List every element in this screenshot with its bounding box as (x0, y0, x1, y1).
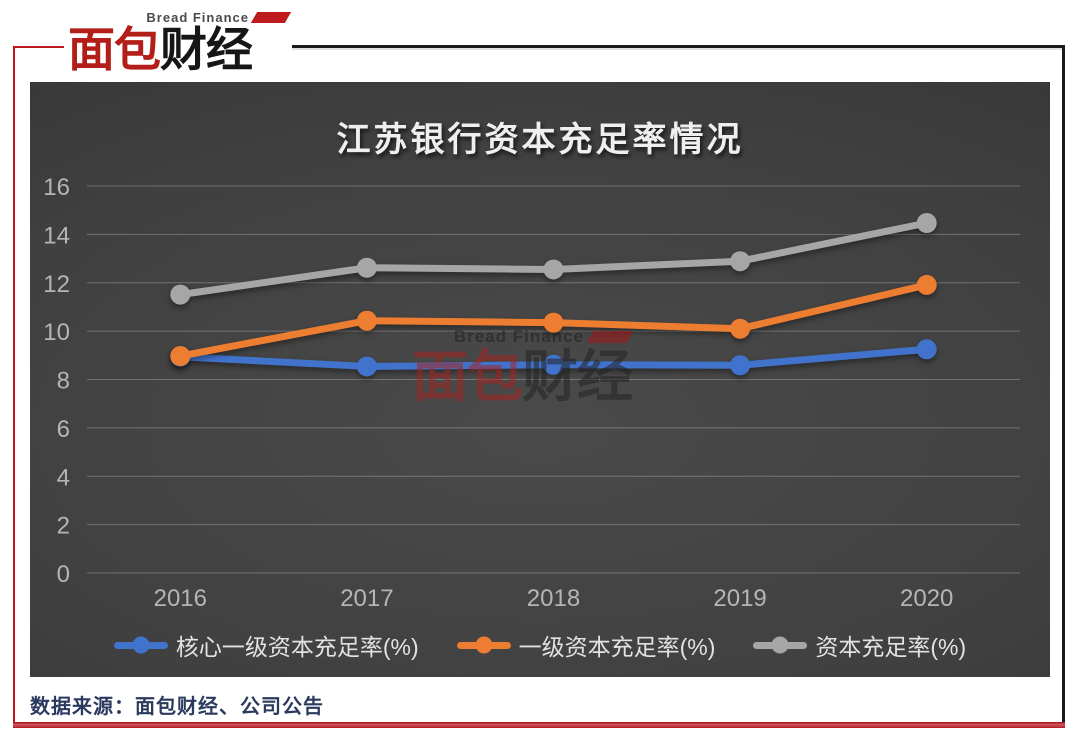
legend-dot-icon (132, 636, 150, 654)
chart-legend: 核心一级资本充足率(%) 一级资本充足率(%) 资本充足率(%) (30, 628, 1050, 662)
legend-item: 核心一级资本充足率(%) (113, 628, 419, 662)
legend-dot-icon (475, 636, 493, 654)
y-tick-label: 4 (57, 464, 70, 491)
series-核心一级资本充足率(%) (170, 339, 937, 377)
data-source: 数据来源：面包财经、公司公告 (30, 696, 324, 718)
data-point (170, 284, 191, 305)
data-point (730, 355, 751, 376)
y-tick-label: 14 (43, 222, 70, 249)
x-tick-label: 2019 (713, 585, 766, 612)
data-point (916, 339, 937, 360)
brand-logo-text-black: 财经 (160, 23, 253, 76)
chart-panel: 0 2 4 6 8 10 12 14 16 2016 2017 2018 2019 2020 江苏银行资本… (30, 82, 1050, 677)
data-point (916, 213, 937, 234)
brand-logo-wordmark: 面包财经 (68, 23, 253, 76)
data-point (730, 251, 751, 272)
y-tick-label: 8 (57, 368, 70, 395)
x-tick-label: 2018 (527, 585, 580, 612)
frame-border-top-black (283, 45, 1065, 48)
legend-dot-icon (771, 636, 789, 654)
x-tick-label: 2017 (340, 585, 393, 612)
gridlines: 0 2 4 6 8 10 12 14 16 (43, 174, 1020, 588)
legend-marker-icon (113, 636, 168, 654)
data-point (356, 310, 377, 331)
data-point (730, 318, 751, 339)
data-point (170, 346, 191, 367)
brand-logo-subtitle: Bread Finance (146, 10, 249, 25)
brand-logo-text-red: 面包 (68, 23, 161, 76)
series-资本充足率(%) (170, 213, 937, 305)
y-tick-label: 2 (57, 513, 70, 540)
frame-border-left (13, 46, 15, 728)
y-tick-label: 16 (43, 174, 70, 201)
chart-title: 江苏银行资本充足率情况 (336, 121, 744, 159)
y-tick-label: 10 (43, 319, 70, 346)
brand-flag-icon (250, 12, 292, 23)
data-point (543, 354, 564, 375)
frame-border-bottom (13, 722, 1065, 728)
legend-marker-icon (456, 636, 511, 654)
x-axis-labels: 2016 2017 2018 2019 2020 (154, 585, 954, 612)
legend-label: 核心一级资本充足率(%) (175, 634, 419, 660)
legend-item: 一级资本充足率(%) (456, 628, 716, 662)
data-point (356, 356, 377, 377)
legend-label: 资本充足率(%) (815, 634, 967, 660)
x-tick-label: 2016 (154, 585, 207, 612)
data-point (543, 259, 564, 280)
series-一级资本充足率(%) (170, 274, 937, 367)
frame-border-right (1062, 45, 1065, 727)
y-tick-label: 12 (43, 271, 70, 298)
data-point (916, 274, 937, 295)
y-tick-label: 6 (57, 416, 70, 443)
brand-logo-top: Bread Finance (146, 10, 292, 25)
series-line (176, 219, 931, 299)
data-point (356, 257, 377, 278)
frame-border-top-red (13, 46, 83, 48)
legend-item: 资本充足率(%) (753, 628, 966, 662)
legend-marker-icon (753, 636, 808, 654)
brand-logo: Bread Finance 面包财经 (64, 2, 292, 82)
legend-label: 一级资本充足率(%) (518, 634, 716, 660)
x-tick-label: 2020 (900, 585, 953, 612)
y-tick-label: 0 (57, 561, 70, 588)
data-point (543, 312, 564, 333)
plot-area: 0 2 4 6 8 10 12 14 16 2016 2017 2018 2019 2020 (43, 174, 1020, 612)
